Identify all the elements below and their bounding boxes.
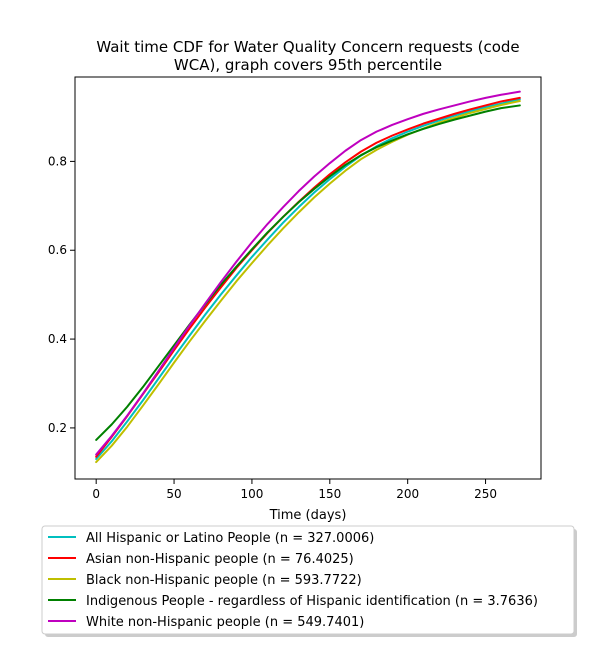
legend-label-2: Black non-Hispanic people (n = 593.7722) <box>86 573 362 588</box>
x-tick-label-3: 150 <box>318 487 341 501</box>
series-line-2 <box>95 99 521 464</box>
series-line-3 <box>95 104 521 441</box>
x-tick-label-4: 200 <box>396 487 419 501</box>
y-tick-label-3: 0.8 <box>48 154 67 168</box>
chart-title-line-2: WCA), graph covers 95th percentile <box>174 56 442 74</box>
y-tick-label-0: 0.2 <box>48 421 67 435</box>
x-tick-label-1: 50 <box>166 487 181 501</box>
legend-label-1: Asian non-Hispanic people (n = 76.4025) <box>86 552 354 567</box>
legend-box <box>41 525 575 635</box>
x-tick-label-5: 250 <box>474 487 497 501</box>
series-line-0 <box>95 98 521 461</box>
x-axis-label: Time (days) <box>269 508 347 523</box>
legend-label-0: All Hispanic or Latino People (n = 327.0… <box>86 531 374 546</box>
x-tick-label-2: 100 <box>240 487 263 501</box>
y-tick-label-1: 0.4 <box>48 332 67 346</box>
axes-frame <box>74 76 542 480</box>
series-line-4 <box>95 90 521 456</box>
y-tick-label-2: 0.6 <box>48 243 67 257</box>
legend: All Hispanic or Latino People (n = 327.0… <box>41 525 577 637</box>
legend-label-3: Indigenous People - regardless of Hispan… <box>86 594 538 609</box>
legend-label-4: White non-Hispanic people (n = 549.7401) <box>86 615 364 630</box>
chart-title-line-1: Wait time CDF for Water Quality Concern … <box>96 38 519 56</box>
x-tick-label-0: 0 <box>92 487 100 501</box>
plot-area: 0 50 100 150 200 250 0.2 0.4 0.6 0.8 <box>48 76 542 501</box>
